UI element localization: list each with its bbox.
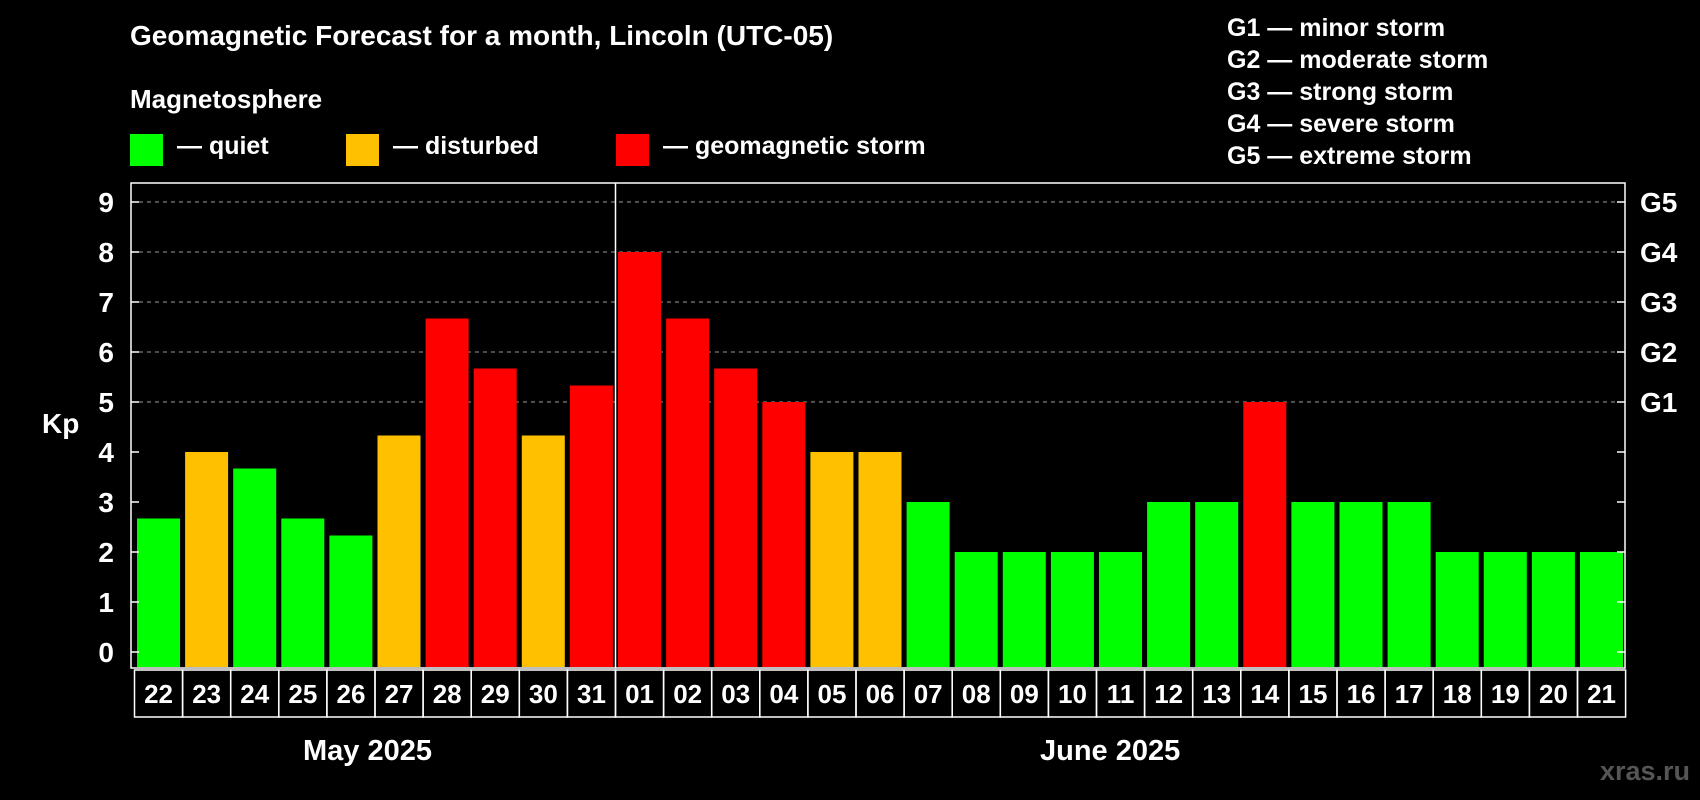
y-tick-label: 9 <box>98 187 114 218</box>
storm-scale-g3: G3 — strong storm <box>1227 78 1454 106</box>
date-label: 25 <box>288 679 317 709</box>
bar <box>425 318 469 667</box>
date-label: 08 <box>962 679 991 709</box>
bar <box>906 502 950 667</box>
bar <box>329 535 373 667</box>
y-tick-label: 2 <box>98 537 114 568</box>
bar <box>1387 502 1431 667</box>
date-label: 18 <box>1443 679 1472 709</box>
date-label: 10 <box>1058 679 1087 709</box>
bar <box>714 368 758 667</box>
chart-title: Geomagnetic Forecast for a month, Lincol… <box>130 20 834 51</box>
g-scale-label: G1 <box>1640 387 1677 418</box>
date-label: 09 <box>1010 679 1039 709</box>
bar <box>137 518 180 667</box>
legend-label-disturbed: — disturbed <box>393 132 539 160</box>
date-label: 02 <box>673 679 702 709</box>
y-tick-label: 7 <box>98 287 114 318</box>
date-label: 04 <box>769 679 798 709</box>
month-label-june: June 2025 <box>1040 735 1181 767</box>
bar <box>858 452 902 667</box>
bar <box>1435 552 1479 667</box>
bar <box>1002 552 1046 667</box>
bar <box>473 368 517 667</box>
y-tick-label: 3 <box>98 487 114 518</box>
date-cell <box>1576 669 1627 718</box>
storm-scale-g2: G2 — moderate storm <box>1227 46 1489 74</box>
date-label: 30 <box>529 679 558 709</box>
legend-label-storm: — geomagnetic storm <box>663 132 926 160</box>
date-label: 11 <box>1107 679 1135 709</box>
bar <box>1531 552 1575 667</box>
g-scale-label: G4 <box>1640 237 1678 268</box>
legend-label-quiet: — quiet <box>177 132 269 160</box>
y-tick-label: 4 <box>98 437 114 468</box>
date-label: 31 <box>577 679 606 709</box>
date-label: 05 <box>817 679 846 709</box>
date-label: 13 <box>1202 679 1231 709</box>
y-tick-label: 0 <box>98 637 114 668</box>
plot-frame <box>130 182 1626 669</box>
date-label: 01 <box>625 679 654 709</box>
bar <box>1050 552 1094 667</box>
date-label: 03 <box>721 679 750 709</box>
date-label: 27 <box>385 679 414 709</box>
date-label: 21 <box>1587 679 1616 709</box>
y-tick-label: 1 <box>98 587 114 618</box>
storm-scale-g5: G5 — extreme storm <box>1227 142 1472 170</box>
bar <box>281 518 325 667</box>
bar <box>569 385 613 667</box>
bar <box>377 435 421 667</box>
date-label: 14 <box>1250 679 1279 709</box>
y-tick-label: 8 <box>98 237 114 268</box>
legend-swatch-disturbed <box>346 134 379 166</box>
g-scale-label: G3 <box>1640 287 1677 318</box>
bar <box>810 452 854 667</box>
date-label: 19 <box>1491 679 1520 709</box>
date-label: 06 <box>866 679 895 709</box>
date-label: 26 <box>336 679 365 709</box>
watermark: xras.ru <box>1599 756 1690 786</box>
date-label: 20 <box>1539 679 1568 709</box>
storm-scale-g4: G4 — severe storm <box>1227 110 1455 138</box>
g-scale-label: G2 <box>1640 337 1677 368</box>
y-tick-label: 6 <box>98 337 114 368</box>
date-label: 24 <box>240 679 269 709</box>
date-label: 17 <box>1395 679 1424 709</box>
bar <box>762 402 806 667</box>
bar <box>1195 502 1239 667</box>
date-label: 23 <box>192 679 221 709</box>
legend-swatch-quiet <box>130 134 163 166</box>
magnetosphere-label: Magnetosphere <box>130 84 323 114</box>
date-label: 29 <box>481 679 510 709</box>
bar <box>666 318 710 667</box>
bar <box>1483 552 1527 667</box>
bar <box>954 552 998 667</box>
legend-swatch-storm <box>616 134 649 166</box>
date-label: 16 <box>1347 679 1376 709</box>
bar <box>521 435 565 667</box>
bar <box>1580 552 1623 667</box>
date-label: 22 <box>144 679 173 709</box>
bar <box>233 468 277 667</box>
storm-scale-g1: G1 — minor storm <box>1227 14 1446 42</box>
date-label: 07 <box>914 679 943 709</box>
bar <box>1243 402 1287 667</box>
y-tick-label: 5 <box>98 387 114 418</box>
bar <box>185 452 229 667</box>
date-label: 12 <box>1154 679 1183 709</box>
bar <box>1339 502 1383 667</box>
month-label-may: May 2025 <box>303 735 432 767</box>
g-scale-label: G5 <box>1640 187 1677 218</box>
bar <box>618 252 661 667</box>
date-label: 28 <box>433 679 462 709</box>
bar <box>1291 502 1335 667</box>
y-axis-label: Kp <box>42 408 80 439</box>
bar <box>1099 552 1142 667</box>
bar <box>1147 502 1191 667</box>
date-label: 15 <box>1298 679 1327 709</box>
